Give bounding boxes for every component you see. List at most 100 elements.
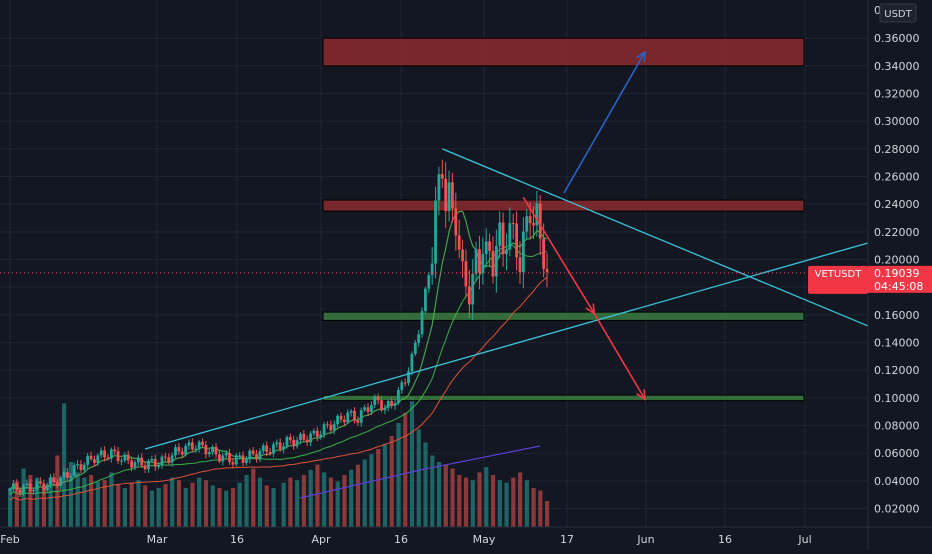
candle-body [518, 257, 522, 272]
volume-bar [389, 436, 394, 527]
candle-body [461, 249, 464, 262]
candle-body [147, 460, 150, 470]
candle-body [299, 433, 302, 441]
volume-bar [210, 485, 215, 527]
candle-body [454, 208, 458, 236]
time-tick-label: 16 [230, 533, 244, 546]
volume-bar [443, 464, 448, 527]
symbol-price-badge: VETUSDT 0.19039 04:45:08 [808, 265, 932, 294]
price-tick-label: 0.34000 [874, 60, 920, 73]
time-tick-label: Jun [636, 533, 654, 546]
candle-body [346, 412, 350, 423]
time-tick-label: Feb [0, 533, 19, 546]
volume-bar [82, 477, 87, 527]
candle-body [251, 450, 255, 454]
candle-body [312, 430, 316, 434]
candle-body [268, 451, 272, 454]
candle-body [72, 465, 76, 477]
candle-body [467, 286, 471, 305]
currency-badge[interactable]: USDT [879, 3, 917, 23]
candlesticks [8, 159, 549, 498]
volume-bar [170, 477, 175, 527]
candle-body [501, 222, 505, 255]
support-zone [322, 311, 805, 321]
candle-body [440, 174, 444, 179]
volume-ma [299, 445, 541, 499]
candle-body [224, 452, 228, 456]
price-tick-label: 0.06000 [874, 447, 920, 460]
candle-body [35, 481, 39, 491]
candle-body [505, 249, 508, 255]
trendline [144, 242, 869, 450]
candle-body [133, 462, 137, 468]
candle-body [447, 182, 451, 212]
candle-body [123, 454, 127, 461]
candle-body [177, 447, 181, 452]
volume-bar [328, 477, 334, 527]
candle-body [96, 455, 100, 463]
projection-arrows[interactable] [522, 50, 646, 401]
candle-body [116, 451, 120, 462]
candle-body [11, 483, 15, 490]
volume-bar [504, 482, 509, 527]
candle-body [163, 456, 167, 458]
candle-body [380, 400, 383, 411]
volume-bar [14, 481, 19, 527]
volume-bar [129, 482, 134, 527]
candle-body [400, 382, 404, 391]
volume-bar [109, 472, 114, 527]
candle-body [197, 441, 201, 449]
candle-body [214, 447, 218, 455]
price-tick-label: 0.22000 [874, 226, 920, 239]
candle-body [535, 203, 539, 226]
candle-body [207, 452, 211, 455]
moving-averages [9, 210, 548, 501]
volume-bar [538, 490, 543, 527]
candle-body [170, 455, 174, 463]
candle-body [201, 441, 204, 446]
projection-arrow-line [593, 313, 646, 400]
time-axis[interactable]: Feb Mar 16 Apr 16 May 17 Jun 16 Jul [0, 526, 932, 546]
candle-body [28, 483, 32, 492]
volume-bar [457, 475, 462, 527]
volume-bar [531, 488, 536, 527]
candle-body [305, 439, 309, 443]
current-price-label: 0.19039 [874, 267, 920, 280]
volume-bar [95, 481, 101, 527]
volume-bar [335, 481, 340, 527]
volume-bar [244, 475, 249, 527]
volume-bar [355, 464, 361, 527]
volume-bar [490, 475, 496, 527]
candle-body [157, 465, 161, 467]
volume-bar [409, 397, 415, 527]
candle-body [282, 446, 285, 450]
volume-bar [35, 477, 40, 527]
time-tick-label: 17 [560, 533, 574, 546]
volume-bar [143, 485, 148, 527]
trendline [442, 148, 869, 327]
volume-bar [271, 488, 276, 527]
candle-body [390, 400, 394, 406]
candle-body [413, 342, 417, 354]
candle-body [498, 222, 502, 246]
candle-body [332, 424, 336, 431]
candle-body [488, 241, 491, 251]
candle-body [417, 334, 421, 343]
volume-bar [322, 472, 327, 527]
price-tick-label: 0.16000 [874, 309, 920, 322]
trendlines[interactable] [144, 148, 869, 450]
price-axis[interactable]: 0.36000 0.34000 0.32000 0.30000 0.28000 0.260… [867, 0, 920, 550]
candle-body [275, 442, 279, 445]
candle-body [353, 410, 356, 421]
price-tick-label: 0 [874, 4, 881, 17]
candle-body [494, 245, 498, 277]
candle-body [42, 483, 46, 491]
candle-body [532, 223, 535, 226]
volume-bar [545, 501, 550, 527]
time-tick-label: 16 [394, 533, 408, 546]
volume-bar [524, 480, 529, 527]
candle-body [234, 455, 238, 465]
candle-body [457, 235, 461, 250]
